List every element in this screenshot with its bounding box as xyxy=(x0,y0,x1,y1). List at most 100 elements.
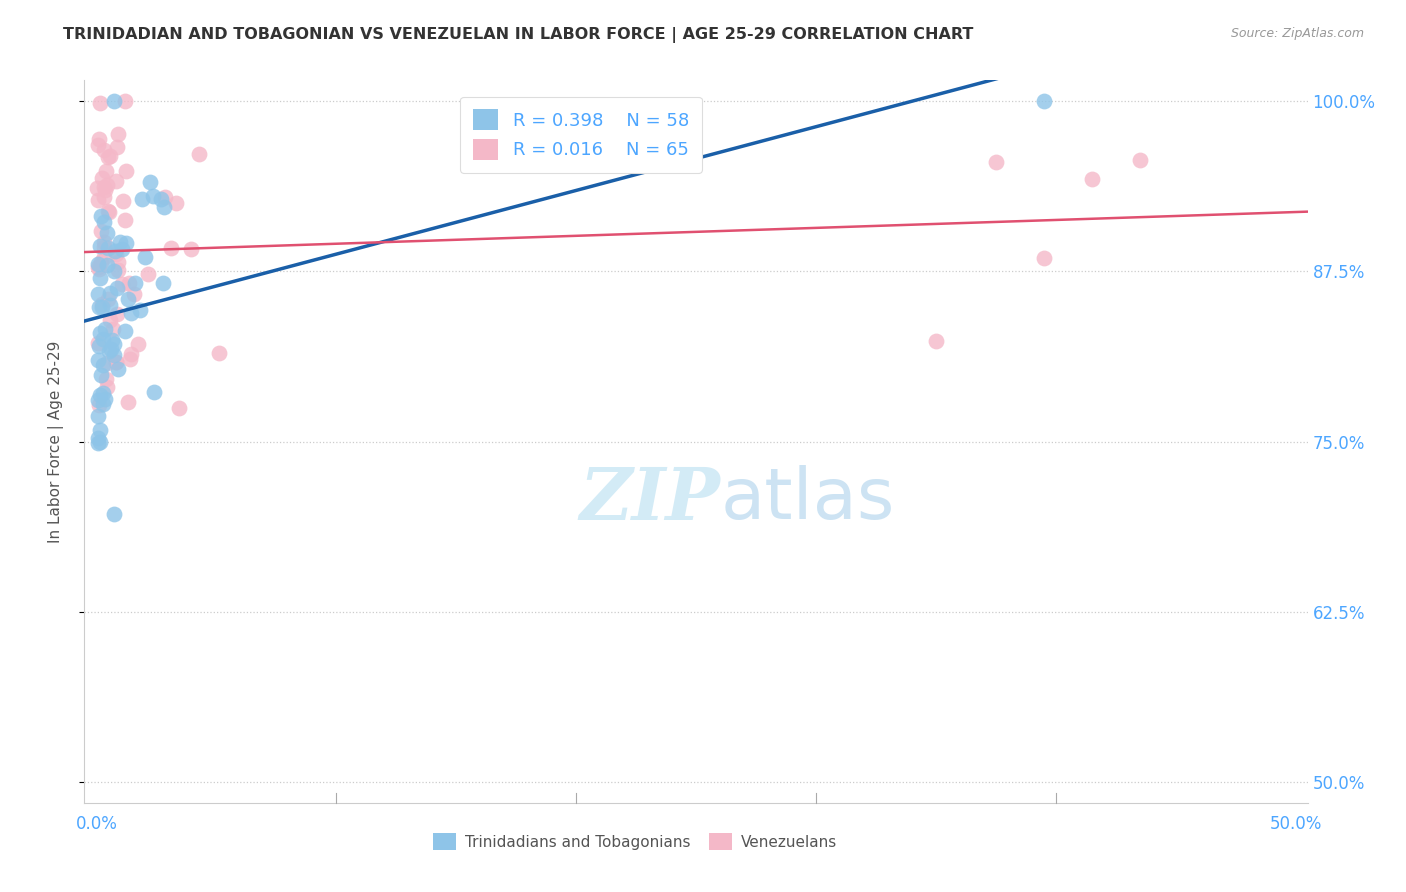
Point xyxy=(103,348,125,362)
Point xyxy=(101,321,124,335)
Point xyxy=(103,264,125,278)
Point xyxy=(86,260,108,274)
Point xyxy=(188,147,211,161)
Point xyxy=(87,261,110,276)
Point xyxy=(105,280,128,294)
Point xyxy=(105,355,128,369)
Point xyxy=(139,175,162,189)
Point xyxy=(86,257,108,271)
Point xyxy=(87,335,110,350)
Point xyxy=(89,388,111,402)
Point xyxy=(89,132,111,146)
Point xyxy=(89,423,111,437)
Point xyxy=(103,337,125,351)
Point xyxy=(87,353,110,368)
Point xyxy=(1080,171,1102,186)
Point xyxy=(103,507,125,521)
Point xyxy=(93,250,115,264)
Point xyxy=(112,194,135,208)
Point xyxy=(94,392,117,406)
Point xyxy=(136,267,159,281)
Point xyxy=(86,393,108,408)
Point xyxy=(107,362,129,376)
Point xyxy=(143,385,166,400)
Point xyxy=(90,297,112,311)
Point xyxy=(153,190,176,204)
Point xyxy=(91,396,114,410)
Point xyxy=(89,301,111,315)
Point xyxy=(925,334,948,348)
Point xyxy=(142,189,165,203)
Point xyxy=(120,306,142,320)
Point xyxy=(96,226,118,240)
Point xyxy=(107,127,129,141)
Point xyxy=(86,409,108,423)
Point xyxy=(90,368,112,382)
Point xyxy=(159,241,181,255)
Point xyxy=(120,346,142,360)
Point xyxy=(98,344,121,359)
Point xyxy=(93,239,115,253)
Point xyxy=(96,356,118,370)
Point xyxy=(91,332,114,346)
Point xyxy=(107,140,129,154)
Point xyxy=(98,285,121,300)
Point xyxy=(1032,251,1054,265)
Point xyxy=(90,224,112,238)
Point xyxy=(89,271,111,285)
Text: atlas: atlas xyxy=(720,465,894,533)
Point xyxy=(984,155,1007,169)
Point xyxy=(100,298,122,312)
Point xyxy=(105,307,128,321)
Point xyxy=(134,250,156,264)
Point xyxy=(118,276,141,290)
Point xyxy=(115,235,138,250)
Point xyxy=(86,194,108,208)
Point xyxy=(90,209,112,223)
Point xyxy=(87,435,110,450)
Point xyxy=(98,205,121,219)
Point xyxy=(1032,94,1054,108)
Point xyxy=(94,372,117,386)
Point xyxy=(167,401,190,415)
Point xyxy=(94,164,117,178)
Text: TRINIDADIAN AND TOBAGONIAN VS VENEZUELAN IN LABOR FORCE | AGE 25-29 CORRELATION : TRINIDADIAN AND TOBAGONIAN VS VENEZUELAN… xyxy=(63,27,973,43)
Point xyxy=(93,235,115,249)
Point xyxy=(115,164,138,178)
Point xyxy=(207,346,229,360)
Point xyxy=(86,286,108,301)
Point xyxy=(107,263,129,277)
Point xyxy=(86,431,108,445)
Point xyxy=(117,292,139,306)
Point xyxy=(93,215,115,229)
Point xyxy=(120,352,142,367)
Point xyxy=(93,180,115,194)
Point xyxy=(103,244,125,259)
Point xyxy=(90,255,112,269)
Point xyxy=(93,183,115,197)
Point xyxy=(97,292,120,306)
Point xyxy=(93,143,115,157)
Point xyxy=(152,200,174,214)
Point xyxy=(150,192,173,206)
Point xyxy=(114,324,136,338)
Point xyxy=(89,326,111,341)
Point xyxy=(103,94,125,108)
Point xyxy=(124,276,146,290)
Point xyxy=(107,255,129,269)
Point xyxy=(91,301,114,315)
Point xyxy=(108,235,131,249)
Point xyxy=(165,195,187,210)
Point xyxy=(91,359,114,373)
Point xyxy=(128,303,150,318)
Text: ZIP: ZIP xyxy=(579,464,720,535)
Point xyxy=(131,192,153,206)
Point xyxy=(96,380,118,394)
Point xyxy=(97,150,120,164)
Point xyxy=(86,181,108,195)
Point xyxy=(152,276,174,290)
Point xyxy=(104,174,127,188)
Point xyxy=(93,190,115,204)
Point xyxy=(97,241,120,255)
Point xyxy=(114,94,136,108)
